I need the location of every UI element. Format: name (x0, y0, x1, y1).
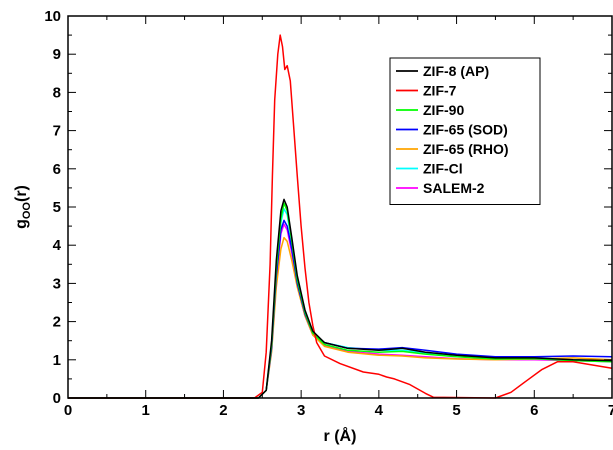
legend-entry-1: ZIF-7 (423, 83, 457, 99)
legend-entry-4: ZIF-65 (RHO) (423, 141, 509, 157)
y-tick-label: 7 (53, 123, 61, 140)
series-line-5 (68, 208, 613, 399)
series-line-2 (68, 202, 613, 399)
x-tick-label: 3 (297, 402, 305, 419)
x-tick-label: 5 (452, 402, 460, 419)
legend-entry-0: ZIF-8 (AP) (423, 63, 489, 79)
y-tick-label: 6 (53, 161, 61, 178)
y-axis-label-subscript: OO (21, 202, 33, 220)
legend-entry-2: ZIF-90 (423, 102, 464, 118)
x-tick-label: 2 (219, 402, 227, 419)
legend-entry-3: ZIF-65 (SOD) (423, 122, 508, 138)
x-tick-label: 0 (64, 402, 72, 419)
legend: ZIF-8 (AP) ZIF-7 ZIF-90 ZIF-65 (SOD) ZIF-65 … (389, 57, 541, 205)
x-axis-label: r (Å) (324, 426, 357, 445)
y-axis-label-suffix: (r) (13, 185, 30, 202)
series-line-4 (68, 236, 613, 399)
ticks-layer: 0 1 2 3 4 5 6 7 0 1 2 3 4 5 6 7 8 9 10 (44, 8, 613, 419)
legend-box (389, 57, 541, 205)
y-tick-label: 8 (53, 84, 61, 101)
series-line-6 (68, 223, 613, 399)
y-tick-label: 3 (53, 275, 61, 292)
y-tick-label: 4 (53, 237, 62, 254)
y-tick-label: 2 (53, 314, 61, 331)
y-tick-label: 5 (53, 199, 61, 216)
x-tick-label: 7 (608, 402, 613, 419)
legend-entry-5: ZIF-Cl (423, 161, 463, 177)
series-line-0 (68, 198, 613, 399)
series-line-3 (68, 219, 613, 399)
legend-entry-6: SALEM-2 (423, 180, 485, 196)
x-tick-label: 6 (530, 402, 538, 419)
y-tick-label: 0 (53, 390, 61, 407)
x-tick-label: 4 (375, 402, 384, 419)
y-axis-label: gOO(r) (13, 185, 33, 229)
y-tick-label: 10 (44, 8, 61, 25)
x-tick-label: 1 (142, 402, 150, 419)
series-layer (68, 34, 613, 399)
y-tick-label: 9 (53, 46, 61, 63)
y-tick-label: 1 (53, 352, 61, 369)
y-axis-label-main: g (13, 219, 30, 229)
series-line-1 (68, 34, 613, 399)
